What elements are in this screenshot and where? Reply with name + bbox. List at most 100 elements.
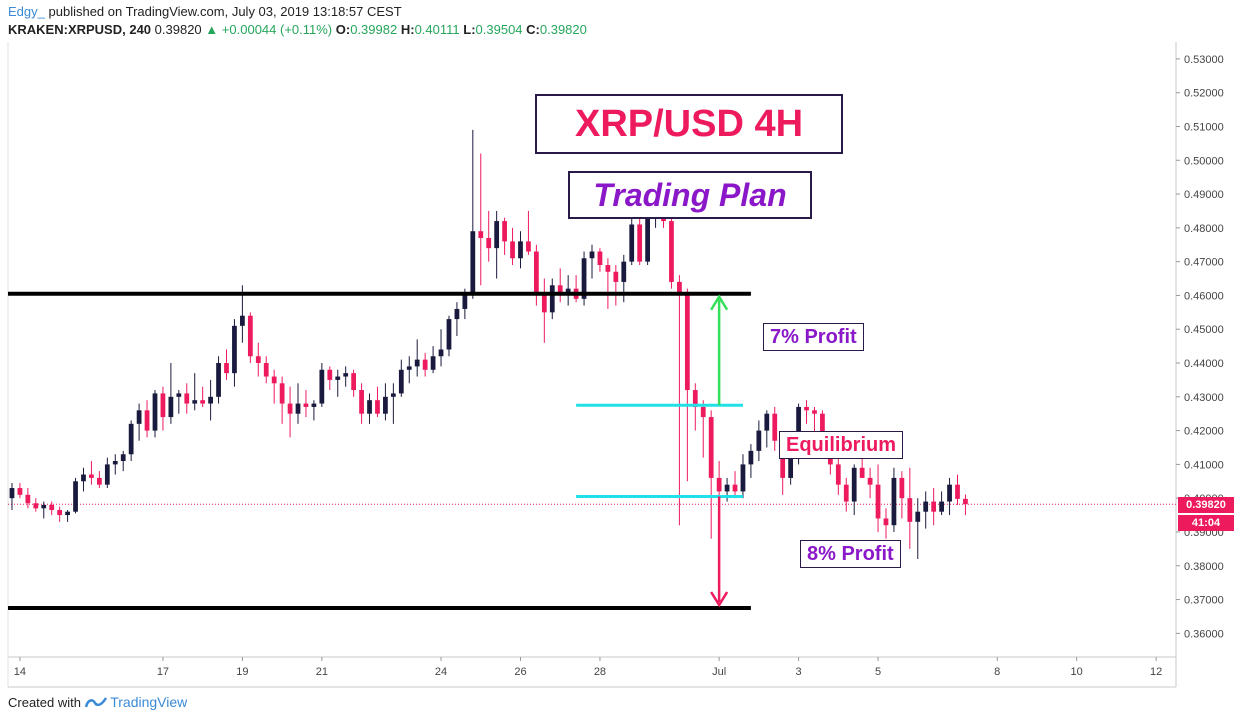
candle-body — [128, 423, 134, 455]
candle-body — [605, 265, 611, 272]
candle-body — [192, 400, 198, 404]
candle-body — [398, 369, 404, 394]
candle-body — [963, 498, 968, 505]
y-tick-label: 0.48000 — [1184, 223, 1224, 235]
y-tick-label: 0.41000 — [1184, 459, 1224, 471]
candle-body — [494, 221, 500, 249]
candle-body — [835, 464, 841, 485]
candle-body — [907, 498, 913, 522]
y-tick-label: 0.47000 — [1184, 257, 1224, 269]
symbol-name[interactable]: KRAKEN:XRPUSD, 240 — [8, 22, 152, 37]
candle-body — [486, 237, 492, 249]
candle-body — [176, 393, 182, 397]
candle-body — [375, 400, 380, 414]
candle-body — [756, 430, 762, 451]
y-tick-label: 0.45000 — [1184, 324, 1224, 336]
candle-body — [589, 251, 595, 259]
close-label: C: — [526, 22, 540, 37]
candle-body — [73, 481, 78, 512]
candle-body — [295, 403, 301, 414]
low-value: 0.39504 — [475, 22, 523, 37]
y-tick-label: 0.49000 — [1184, 189, 1224, 201]
candle-body — [462, 295, 468, 309]
candle-body — [692, 390, 698, 407]
x-tick-label: 12 — [1150, 666, 1162, 678]
candle-body — [820, 413, 825, 445]
candle-body — [510, 241, 515, 259]
target-up-arrowhead — [710, 294, 729, 311]
y-tick-label: 0.43000 — [1184, 392, 1224, 404]
x-tick-label: 26 — [514, 666, 526, 678]
chart-subtitle-box: Trading Plan — [568, 171, 812, 219]
x-tick-label: 28 — [594, 666, 606, 678]
publish-line: Edgy_ published on TradingView.com, July… — [8, 4, 402, 19]
candle-body — [327, 369, 333, 380]
bar-countdown-tag: 41:04 — [1178, 515, 1234, 531]
candle-body — [287, 403, 293, 414]
y-tick-label: 0.37000 — [1184, 595, 1224, 607]
profit-top-label: 7% Profit — [763, 323, 864, 351]
candle-body — [613, 271, 619, 282]
candle-body — [430, 356, 436, 370]
open-value: 0.39982 — [350, 22, 398, 37]
tradingview-brand[interactable]: TradingView — [110, 694, 188, 710]
candle-body — [947, 484, 952, 502]
x-tick-label: 8 — [994, 666, 1000, 678]
candle-body — [732, 484, 738, 492]
candle-body — [33, 503, 39, 509]
candle-body — [120, 454, 126, 462]
candle-body — [549, 285, 555, 313]
candle-body — [581, 258, 587, 299]
candle-body — [144, 410, 150, 431]
candle-body — [9, 488, 15, 499]
candle-body — [160, 393, 166, 418]
high-label: H: — [400, 22, 415, 37]
candle-body — [621, 261, 627, 282]
candle-body — [677, 281, 682, 296]
candle-body — [931, 501, 937, 512]
low-label: L: — [463, 22, 476, 37]
candle-body — [81, 474, 86, 482]
candle-body — [271, 376, 277, 384]
y-tick-label: 0.53000 — [1184, 54, 1224, 66]
candle-body — [851, 467, 857, 502]
candle-body — [518, 241, 523, 259]
candle-body — [891, 477, 897, 526]
equilibrium-label: Equilibrium — [779, 431, 903, 459]
candle-body — [708, 417, 714, 478]
candle-body — [740, 464, 746, 492]
candle-body — [224, 363, 229, 374]
candle-body — [414, 359, 420, 367]
x-tick-label: 19 — [236, 666, 248, 678]
candle-body — [17, 488, 23, 495]
candle-body — [748, 450, 754, 465]
x-tick-label: 5 — [875, 666, 881, 678]
candle-body — [597, 251, 603, 266]
candle-body — [478, 231, 484, 238]
x-tick-label: 14 — [14, 666, 26, 678]
candle-body — [859, 467, 865, 478]
candle-body — [367, 400, 372, 414]
candle-body — [152, 393, 158, 431]
candle-body — [303, 403, 309, 407]
candle-body — [112, 461, 118, 465]
created-with-text: Created with — [8, 695, 81, 710]
publish-info: published on TradingView.com, July 03, 2… — [48, 4, 402, 19]
x-tick-label: 3 — [796, 666, 802, 678]
candle-body — [875, 484, 881, 519]
candle-body — [502, 221, 507, 242]
candle-body — [764, 413, 770, 431]
candle-body — [684, 295, 690, 391]
candle-body — [383, 396, 388, 414]
author-link[interactable]: Edgy_ — [8, 4, 45, 19]
tradingview-logo-icon — [84, 696, 107, 708]
candle-body — [533, 251, 539, 296]
candle-body — [390, 393, 396, 397]
candle-body — [25, 494, 31, 504]
candle-body — [637, 224, 643, 262]
x-tick-label: 17 — [157, 666, 169, 678]
candle-body — [899, 477, 905, 499]
candle-body — [343, 373, 349, 377]
x-tick-label: 24 — [435, 666, 447, 678]
footer: Created with TradingView — [8, 694, 187, 710]
